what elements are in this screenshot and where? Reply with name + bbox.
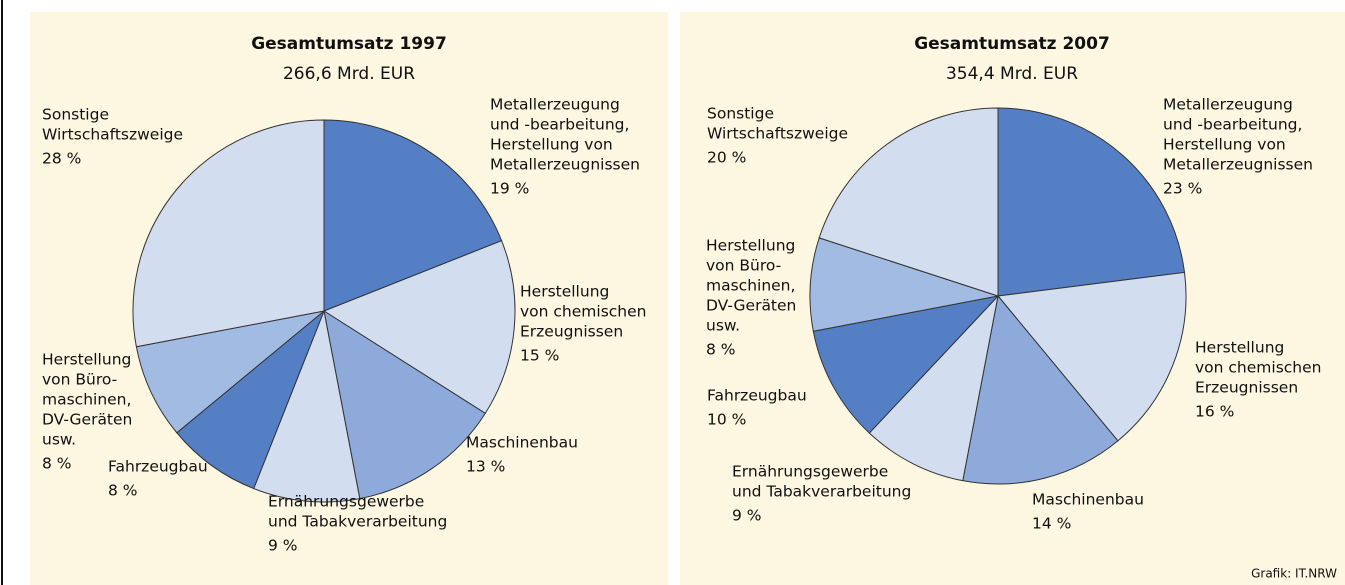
- pie-slice: [323, 309, 486, 500]
- slice-label: Wirtschaftszweige: [707, 125, 848, 143]
- value-label: 9 %: [732, 507, 762, 525]
- value-label: 14 %: [1032, 515, 1071, 533]
- slice-label: usw.: [706, 317, 740, 335]
- slice-label: Ernährungsgewerbe: [732, 463, 888, 481]
- pie-slice: [135, 310, 325, 434]
- value-label: 16 %: [1195, 403, 1234, 421]
- slice-label: DV-Geräten: [42, 411, 132, 429]
- slice-label: Sonstige: [707, 105, 774, 123]
- slice-label: Metallerzeugung: [1163, 96, 1293, 114]
- slice-label: von chemischen: [520, 303, 646, 321]
- slice-label: usw.: [42, 431, 76, 449]
- pie-slice: [322, 240, 516, 415]
- chart-title: Gesamtumsatz 2007: [914, 34, 1110, 54]
- chart-title: Gesamtumsatz 1997: [251, 34, 447, 54]
- slice-label: Fahrzeugbau: [707, 387, 807, 405]
- slice-label: Herstellung: [706, 237, 795, 255]
- value-label: 15 %: [520, 347, 559, 365]
- pie-slice: [253, 309, 361, 503]
- slice-label: maschinen,: [706, 277, 795, 295]
- slice-label: Herstellung: [1195, 339, 1284, 357]
- pie-slice: [132, 119, 325, 348]
- value-label: 8 %: [706, 341, 736, 359]
- value-label: 19 %: [490, 180, 529, 198]
- pie-slice: [818, 107, 999, 297]
- value-label: 13 %: [466, 458, 505, 476]
- pie-slice: [323, 119, 503, 312]
- pie-slice: [809, 237, 999, 332]
- value-label: 9 %: [268, 537, 298, 555]
- value-label: 10 %: [707, 411, 746, 429]
- value-label: 8 %: [108, 482, 138, 500]
- value-label: 20 %: [707, 149, 746, 167]
- slice-label: und -bearbeitung,: [1163, 116, 1302, 134]
- slice-label: von Büro-: [706, 257, 781, 275]
- slice-label: Herstellung von: [1163, 136, 1286, 154]
- slice-label: Erzeugnissen: [520, 323, 623, 341]
- slice-label: und -bearbeitung,: [490, 116, 629, 134]
- value-label: 8 %: [42, 455, 72, 473]
- slice-label: Metallerzeugung: [490, 96, 620, 114]
- pie-slice: [868, 294, 999, 482]
- slice-label: Herstellung: [42, 351, 131, 369]
- value-label: 28 %: [42, 150, 81, 168]
- slice-label: Ernährungsgewerbe: [268, 493, 424, 511]
- slice-label: und Tabakverarbeitung: [732, 483, 911, 501]
- pie-slice: [962, 294, 1119, 485]
- pie-slice: [176, 310, 325, 490]
- slice-label: und Tabakverarbeitung: [268, 513, 447, 531]
- slice-label: DV-Geräten: [706, 297, 796, 315]
- slice-label: Herstellung: [520, 283, 609, 301]
- slice-label: von Büro-: [42, 371, 117, 389]
- slice-label: Wirtschaftszweige: [42, 126, 183, 144]
- slice-label: Metallerzeugnissen: [490, 156, 640, 174]
- slice-label: Maschinenbau: [466, 434, 578, 452]
- slice-label: von chemischen: [1195, 359, 1321, 377]
- pie-slice: [997, 271, 1187, 442]
- pie-slice: [812, 295, 1000, 434]
- slice-label: Erzeugnissen: [1195, 379, 1298, 397]
- pie-slice: [997, 107, 1186, 297]
- slice-label: Sonstige: [42, 106, 109, 124]
- slice-label: Metallerzeugnissen: [1163, 156, 1313, 174]
- value-label: 23 %: [1163, 180, 1202, 198]
- source: Grafik: IT.NRW: [1251, 567, 1337, 581]
- chart-subtitle: 354,4 Mrd. EUR: [946, 64, 1078, 84]
- chart-subtitle: 266,6 Mrd. EUR: [283, 64, 415, 84]
- slice-label: Maschinenbau: [1032, 491, 1144, 509]
- slice-label: Fahrzeugbau: [108, 458, 208, 476]
- slice-label: maschinen,: [42, 391, 131, 409]
- slice-label: Herstellung von: [490, 136, 613, 154]
